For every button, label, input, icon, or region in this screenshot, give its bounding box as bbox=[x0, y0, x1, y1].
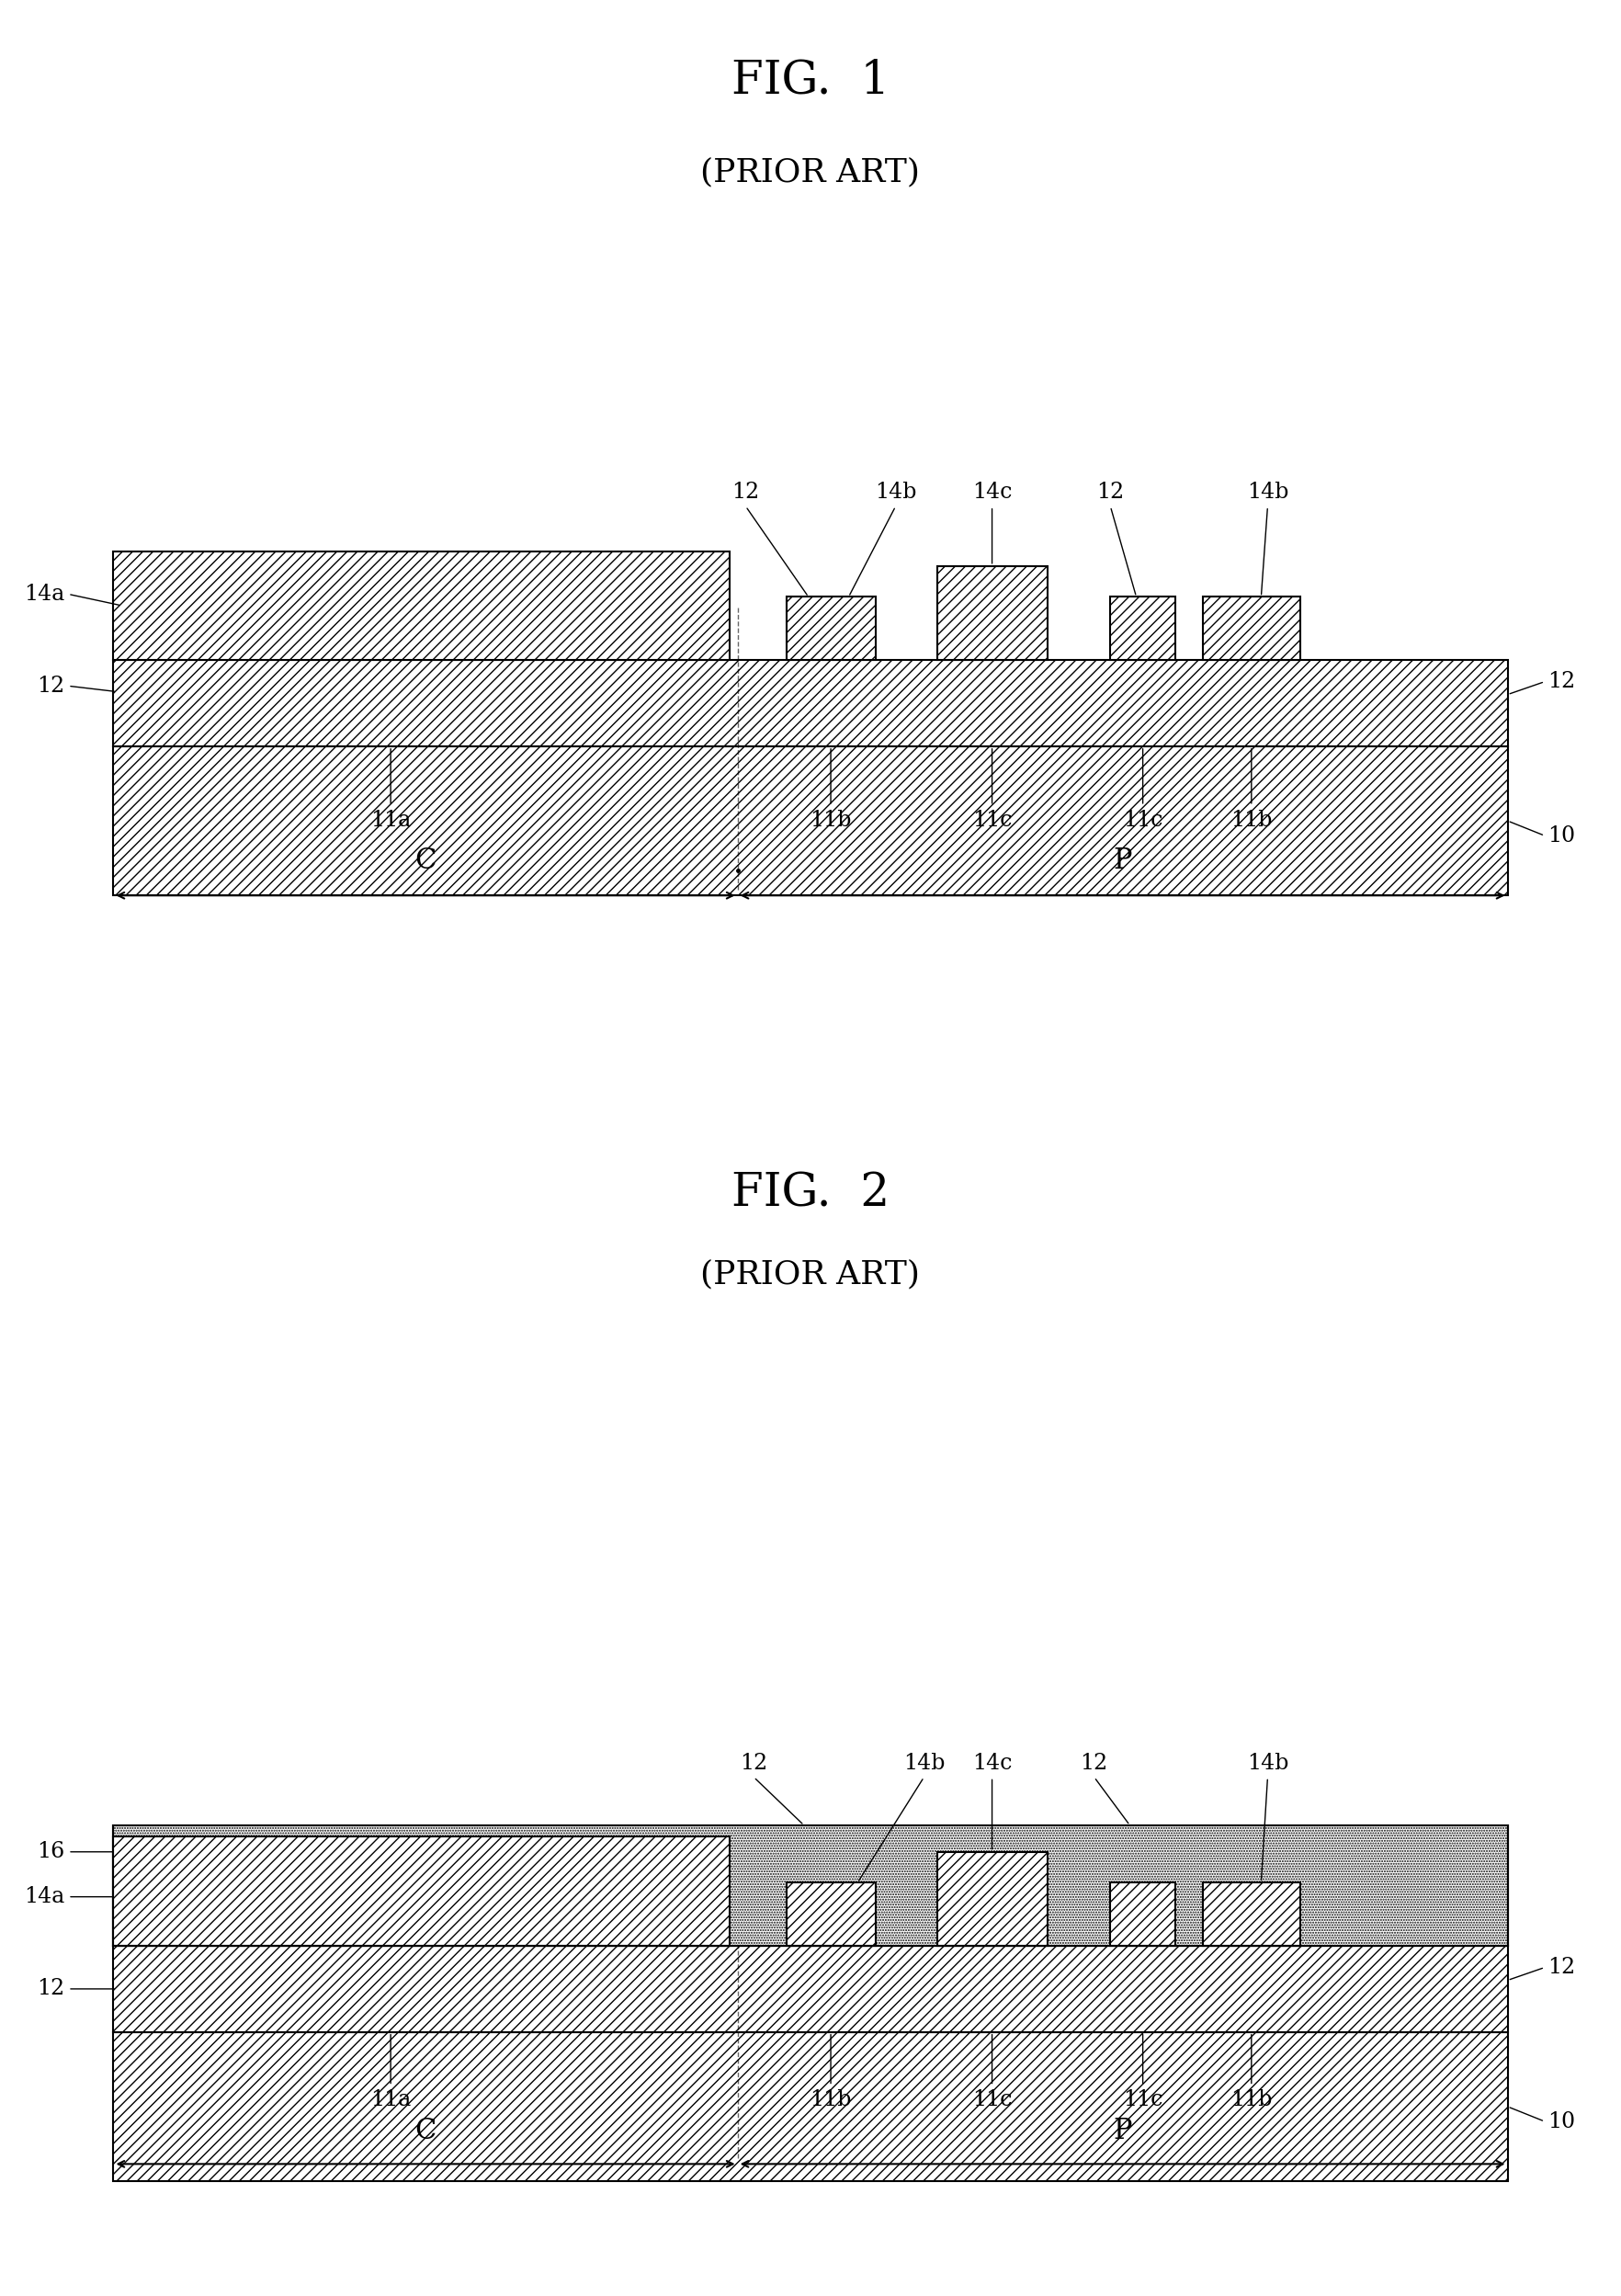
Text: 12: 12 bbox=[1548, 670, 1576, 691]
Bar bbox=[113, 1825, 1508, 1947]
Text: 11b: 11b bbox=[1230, 2089, 1272, 2110]
Text: 14b: 14b bbox=[1247, 1752, 1289, 1773]
Text: 12: 12 bbox=[1080, 1752, 1109, 1773]
Text: 11c: 11c bbox=[1123, 2089, 1162, 2110]
Bar bbox=[937, 1851, 1047, 1947]
Text: 12: 12 bbox=[37, 1979, 65, 2000]
Bar bbox=[1203, 597, 1300, 661]
Text: 12: 12 bbox=[731, 482, 760, 503]
Bar bbox=[113, 661, 1508, 746]
Text: 11a: 11a bbox=[370, 2089, 412, 2110]
Text: 12: 12 bbox=[37, 675, 65, 696]
Bar bbox=[113, 746, 1508, 895]
Bar bbox=[113, 1947, 1508, 2032]
Text: FIG.  1: FIG. 1 bbox=[731, 57, 890, 103]
Text: 14b: 14b bbox=[903, 1752, 945, 1773]
Text: 14b: 14b bbox=[1247, 482, 1289, 503]
Text: 12: 12 bbox=[739, 1752, 768, 1773]
Text: FIG.  2: FIG. 2 bbox=[731, 1171, 890, 1217]
Bar bbox=[113, 1837, 729, 1947]
Bar bbox=[786, 597, 875, 661]
Bar bbox=[113, 1825, 1508, 1947]
Text: 11c: 11c bbox=[973, 2089, 1012, 2110]
Text: 10: 10 bbox=[1548, 2110, 1576, 2133]
Text: 14b: 14b bbox=[875, 482, 916, 503]
Text: 14a: 14a bbox=[24, 583, 65, 604]
Text: 12: 12 bbox=[1096, 482, 1125, 503]
Bar bbox=[113, 551, 729, 661]
Bar bbox=[113, 2032, 1508, 2181]
Text: 14a: 14a bbox=[24, 1887, 65, 1908]
Text: 11a: 11a bbox=[370, 810, 412, 831]
Text: 11b: 11b bbox=[1230, 810, 1272, 831]
Bar bbox=[1110, 597, 1175, 661]
Text: 11c: 11c bbox=[973, 810, 1012, 831]
Text: 12: 12 bbox=[1548, 1956, 1576, 1977]
Bar bbox=[1203, 1883, 1300, 1947]
Text: C: C bbox=[415, 847, 436, 875]
Text: 10: 10 bbox=[1548, 824, 1576, 847]
Text: P: P bbox=[1114, 847, 1131, 875]
Text: P: P bbox=[1114, 2117, 1131, 2144]
Text: 14c: 14c bbox=[973, 1752, 1012, 1773]
Text: (PRIOR ART): (PRIOR ART) bbox=[700, 156, 921, 188]
Bar bbox=[1110, 1883, 1175, 1947]
Text: C: C bbox=[415, 2117, 436, 2144]
Text: 11b: 11b bbox=[810, 2089, 851, 2110]
Text: 16: 16 bbox=[37, 1841, 65, 1862]
Bar bbox=[786, 1883, 875, 1947]
Text: 11b: 11b bbox=[810, 810, 851, 831]
Text: (PRIOR ART): (PRIOR ART) bbox=[700, 1258, 921, 1290]
Text: 14c: 14c bbox=[973, 482, 1012, 503]
Text: 11c: 11c bbox=[1123, 810, 1162, 831]
Bar bbox=[937, 567, 1047, 661]
